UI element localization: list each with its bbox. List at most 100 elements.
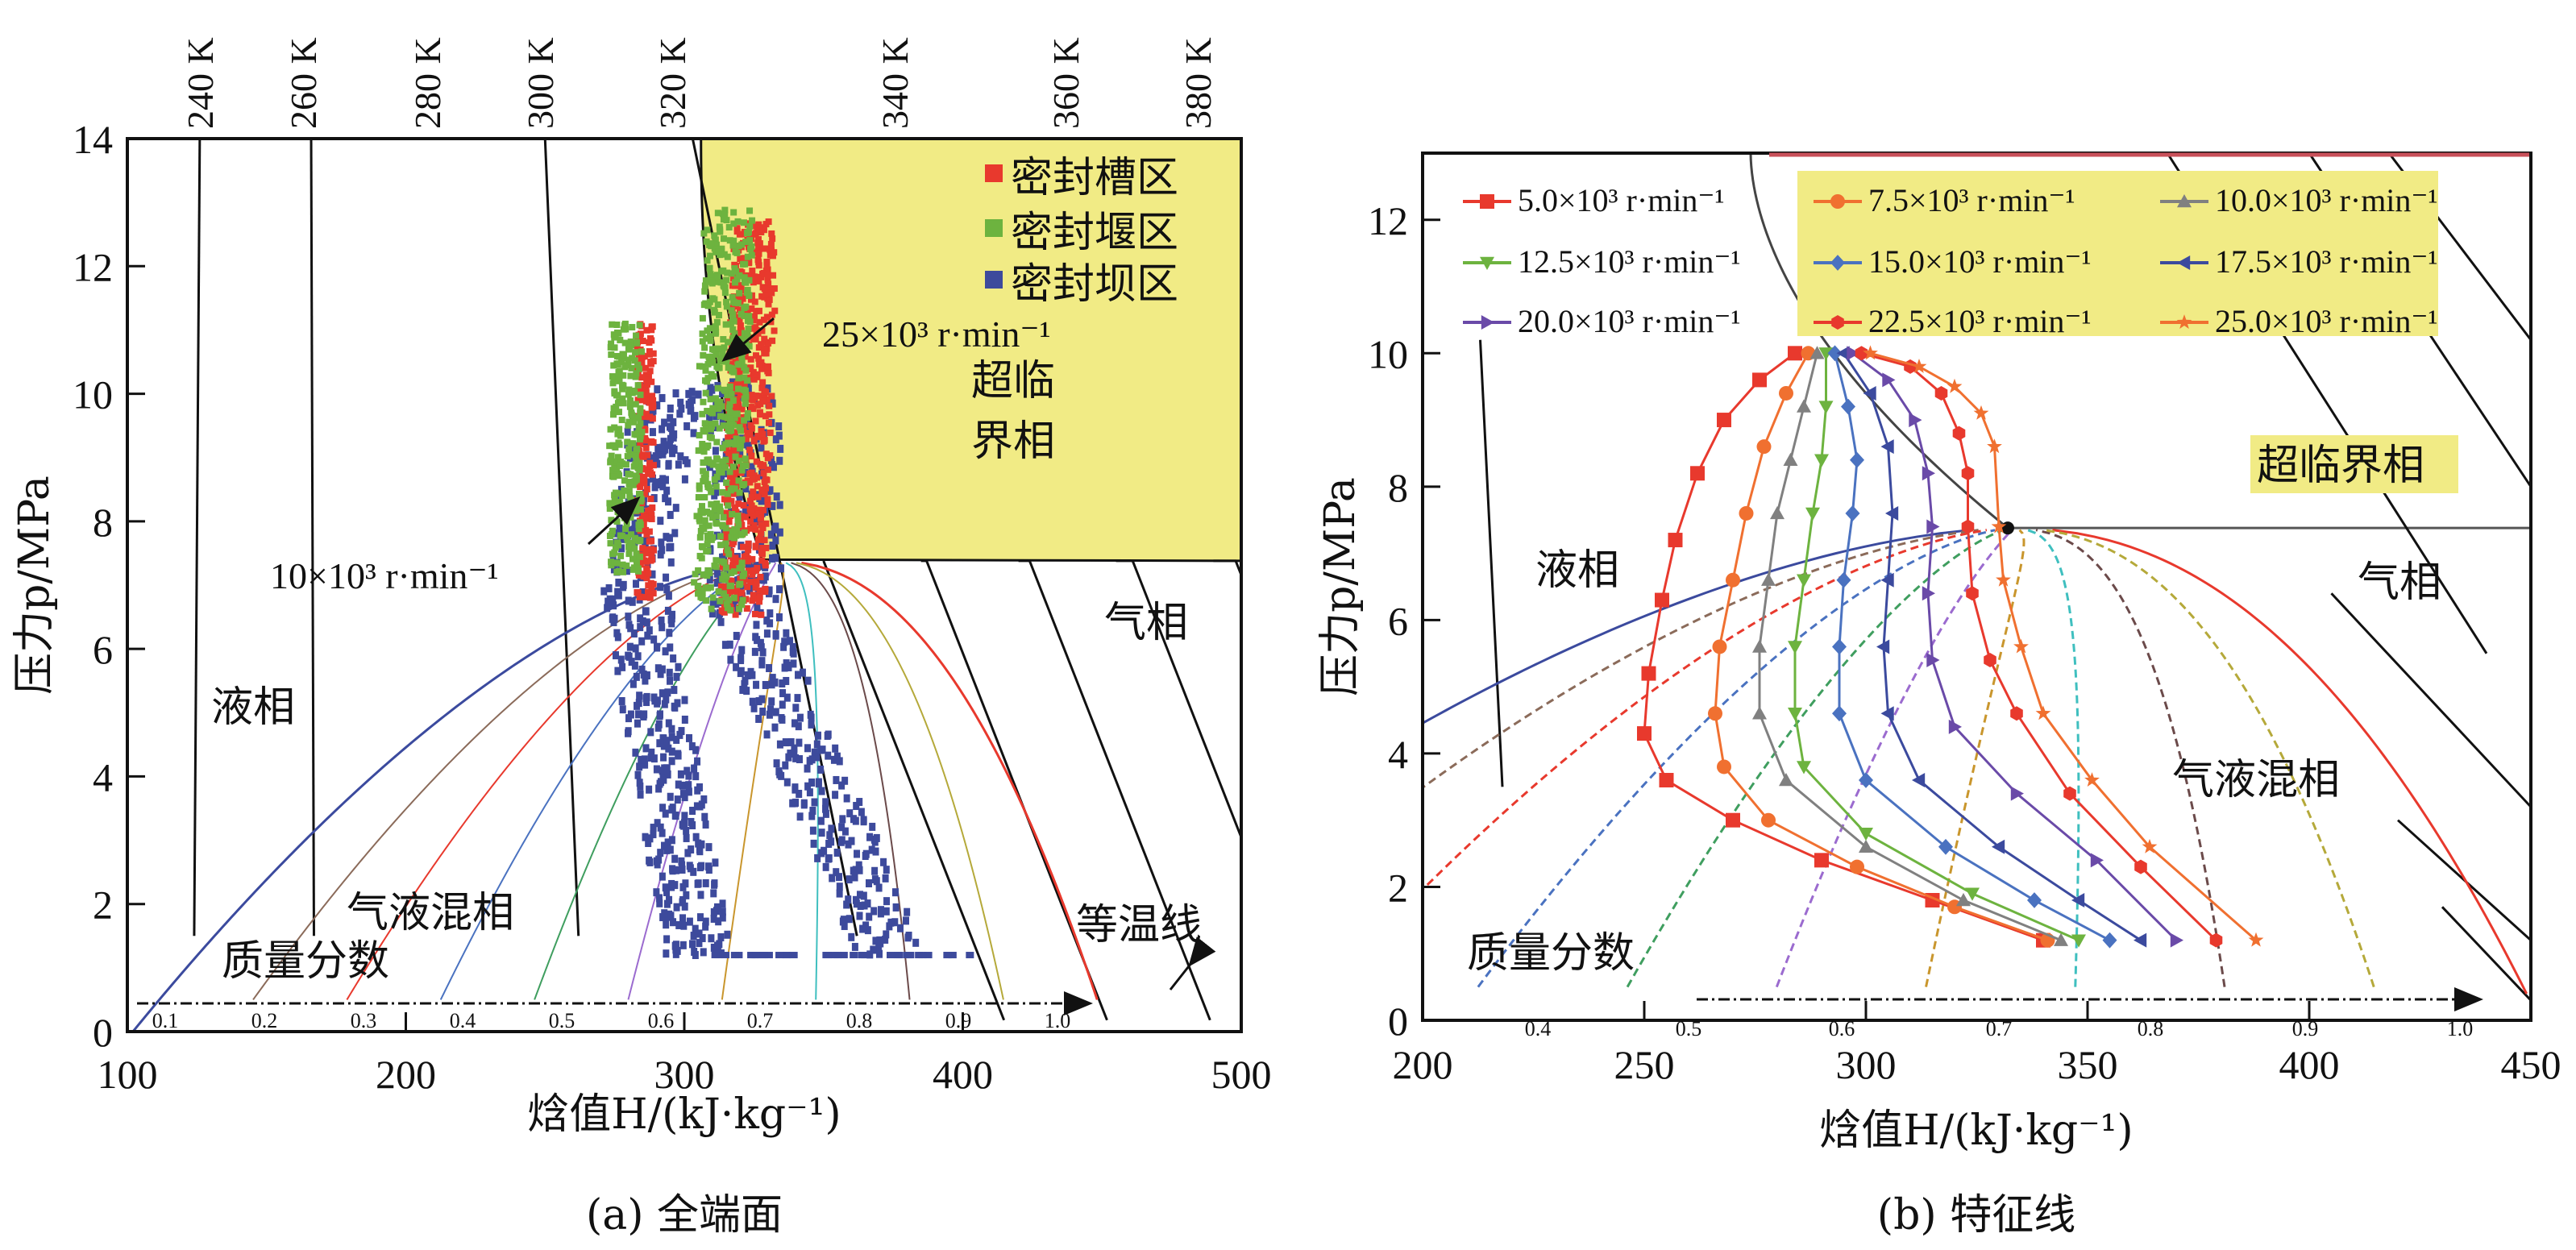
dam-point — [832, 791, 839, 799]
dam-point — [839, 917, 846, 926]
plot-area-a — [131, 139, 1241, 1032]
groove-point — [729, 541, 736, 548]
dam-point — [666, 668, 673, 677]
marker-triangle-right — [1882, 372, 1896, 388]
dam-point — [634, 770, 642, 779]
dam-point — [663, 887, 671, 896]
dam-point — [717, 932, 725, 941]
marker-hexagon — [1966, 586, 1979, 601]
dam-point — [778, 564, 785, 573]
marker-diamond — [1832, 705, 1847, 722]
groove-point — [757, 573, 764, 580]
weir-point — [717, 597, 724, 604]
weir-point — [723, 479, 730, 486]
dam-point — [629, 597, 636, 606]
x-tick-label-a: 300 — [654, 1052, 715, 1097]
dam-point — [696, 929, 703, 938]
groove-point — [750, 488, 757, 496]
dam-point — [753, 680, 760, 689]
weir-point — [707, 252, 714, 260]
dam-point — [668, 733, 675, 741]
dam-point — [870, 907, 878, 916]
dam-point — [769, 554, 776, 563]
weir-point — [726, 383, 733, 390]
dam-point — [741, 679, 748, 688]
groove-point — [759, 245, 767, 252]
quality-label-a: 0.4 — [450, 1009, 476, 1032]
dam-point — [667, 792, 674, 801]
groove-point — [650, 397, 657, 404]
weir-point — [723, 217, 730, 224]
dam-point — [794, 694, 801, 703]
weir-point — [746, 313, 753, 320]
weir-point — [730, 237, 737, 244]
groove-point — [759, 525, 767, 532]
dam-point — [663, 935, 671, 944]
weir-point — [695, 494, 702, 501]
label-supercritical-b: 超临界相 — [2257, 442, 2424, 490]
dam-point — [654, 459, 661, 468]
weir-point — [721, 289, 729, 297]
groove-point — [765, 280, 772, 288]
dam-point — [755, 697, 762, 706]
dam-point — [698, 800, 705, 809]
weir-point — [701, 420, 708, 427]
groove-point — [750, 397, 757, 404]
weir-point — [739, 596, 746, 604]
dam-point — [763, 629, 771, 638]
weir-point — [706, 264, 713, 272]
x-tick-label-b: 400 — [2279, 1042, 2340, 1087]
legend-label-b: 25.0×10³ r·min⁻¹ — [2215, 303, 2438, 339]
dam-point — [632, 748, 639, 757]
marker-square — [1637, 726, 1652, 741]
dam-point — [822, 809, 829, 818]
dam-point — [659, 772, 667, 781]
legend-label-b: 20.0×10³ r·min⁻¹ — [1518, 303, 1741, 339]
marker-triangle-down — [1480, 256, 1494, 270]
dam-point — [779, 689, 787, 698]
groove-point — [638, 355, 645, 363]
legend-item-b: 20.0×10³ r·min⁻¹ — [1463, 303, 1741, 339]
groove-point — [771, 284, 778, 292]
quality-label-a: 0.1 — [152, 1009, 179, 1032]
dam-point — [659, 393, 666, 402]
weir-point — [729, 439, 737, 446]
series-line — [1870, 351, 2257, 941]
dam-point — [665, 592, 672, 600]
dam-point — [646, 834, 654, 843]
dam-point — [615, 578, 622, 587]
dam-point — [685, 771, 692, 780]
marker-triangle-down — [1818, 401, 1834, 414]
weir-point — [705, 522, 713, 529]
dam-point — [668, 747, 675, 756]
groove-point — [648, 551, 655, 559]
dam-point — [644, 631, 651, 640]
caption-b: (b) 特征线 — [1877, 1191, 2075, 1240]
groove-point — [648, 515, 655, 522]
marker-circle — [1712, 639, 1727, 654]
quality-line — [534, 562, 771, 1000]
dam-point — [791, 749, 798, 758]
dam-point — [653, 888, 660, 897]
groove-point — [646, 399, 653, 406]
y-tick-label-a: 14 — [73, 117, 113, 162]
dam-point — [662, 809, 669, 818]
label-liquid-a: 液相 — [211, 683, 295, 732]
weir-point — [746, 343, 753, 350]
dam-point — [691, 764, 698, 773]
series-7 — [1855, 346, 2223, 948]
dam-point — [876, 949, 883, 958]
weir-point — [729, 511, 736, 518]
dam-point — [680, 921, 688, 930]
dam-point — [753, 516, 760, 525]
groove-point — [729, 554, 737, 562]
marker-square — [1717, 413, 1731, 428]
groove-point — [641, 480, 648, 487]
label-isotherm-a: 等温线 — [1076, 901, 1202, 949]
dam-point — [659, 689, 666, 698]
legend-label-b: 22.5×10³ r·min⁻¹ — [1868, 303, 2092, 339]
groove-point — [742, 513, 750, 521]
groove-point — [762, 559, 769, 567]
marker-triangle-up — [1809, 346, 1825, 359]
groove-point — [642, 549, 650, 556]
